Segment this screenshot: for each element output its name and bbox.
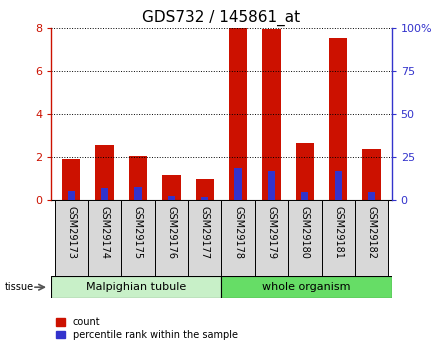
Bar: [188, 200, 222, 276]
Text: Malpighian tubule: Malpighian tubule: [86, 282, 186, 292]
Bar: [62, 159, 81, 200]
Text: GSM29179: GSM29179: [267, 206, 276, 259]
Bar: [262, 29, 281, 200]
Bar: [129, 156, 147, 200]
Bar: [329, 38, 348, 200]
Bar: [235, 168, 242, 200]
Bar: [55, 200, 88, 276]
Bar: [288, 200, 322, 276]
Bar: [51, 276, 222, 298]
Bar: [121, 200, 155, 276]
Bar: [355, 200, 388, 276]
Bar: [322, 200, 355, 276]
Bar: [195, 179, 214, 200]
Title: GDS732 / 145861_at: GDS732 / 145861_at: [142, 10, 300, 26]
Text: GSM29182: GSM29182: [367, 206, 376, 259]
Text: whole organism: whole organism: [262, 282, 351, 292]
Bar: [255, 200, 288, 276]
Bar: [222, 276, 392, 298]
Text: GSM29177: GSM29177: [200, 206, 210, 259]
Bar: [155, 200, 188, 276]
Text: GSM29178: GSM29178: [233, 206, 243, 259]
Bar: [168, 196, 175, 200]
Bar: [162, 175, 181, 200]
Bar: [295, 143, 314, 200]
Text: GSM29173: GSM29173: [66, 206, 76, 259]
Text: GSM29175: GSM29175: [133, 206, 143, 259]
Bar: [68, 191, 75, 200]
Bar: [222, 200, 255, 276]
Bar: [134, 187, 142, 200]
Text: GSM29174: GSM29174: [100, 206, 109, 259]
Bar: [368, 193, 375, 200]
Bar: [88, 200, 121, 276]
Bar: [268, 171, 275, 200]
Bar: [95, 145, 114, 200]
Bar: [101, 188, 108, 200]
Legend: count, percentile rank within the sample: count, percentile rank within the sample: [56, 317, 238, 340]
Bar: [301, 193, 308, 200]
Bar: [201, 197, 208, 200]
Text: tissue: tissue: [4, 282, 33, 292]
Text: GSM29176: GSM29176: [166, 206, 176, 259]
Bar: [335, 171, 342, 200]
Text: GSM29181: GSM29181: [333, 206, 343, 259]
Text: GSM29180: GSM29180: [300, 206, 310, 259]
Bar: [362, 149, 381, 200]
Bar: [229, 28, 247, 200]
